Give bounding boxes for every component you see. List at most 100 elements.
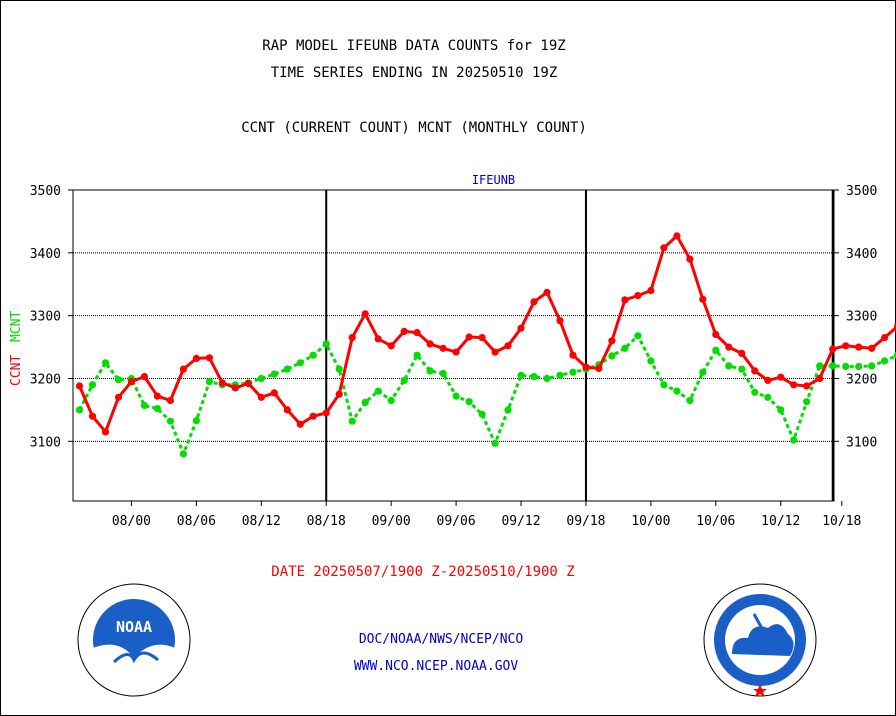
data-point-ccnt <box>348 334 356 342</box>
data-point-ccnt <box>231 384 239 392</box>
data-point-ccnt <box>686 255 694 263</box>
plot-area <box>72 189 835 502</box>
data-point-mcnt <box>296 359 304 367</box>
x-tick-label: 10/06 <box>696 514 735 529</box>
data-point-mcnt <box>868 362 876 370</box>
data-point-ccnt <box>400 327 408 335</box>
data-point-mcnt <box>114 376 123 384</box>
data-point-ccnt <box>426 340 434 348</box>
data-point-ccnt <box>257 393 265 401</box>
data-point-mcnt <box>725 362 733 370</box>
y-axis-label-mcnt: MCNT <box>9 311 24 342</box>
data-point-mcnt <box>192 417 200 425</box>
y-tick-label-right: 3100 <box>846 435 877 450</box>
data-point-ccnt <box>712 330 720 339</box>
agency-label: DOC/NOAA/NWS/NCEP/NCO <box>358 632 524 647</box>
data-point-mcnt <box>816 362 824 370</box>
data-point-mcnt <box>517 371 525 379</box>
data-point-mcnt <box>621 344 629 352</box>
date-range-label: DATE 20250507/1900 Z-20250510/1900 Z <box>271 564 575 580</box>
data-point-ccnt <box>790 381 798 389</box>
data-point-mcnt <box>803 398 811 406</box>
y-axis-label-ccnt: CCNT <box>9 355 24 386</box>
data-point-ccnt <box>465 333 473 341</box>
data-point-mcnt <box>153 405 161 413</box>
data-point-ccnt <box>361 310 369 318</box>
data-point-ccnt <box>322 409 330 417</box>
data-point-mcnt <box>88 381 97 389</box>
data-point-ccnt <box>153 392 161 400</box>
data-point-mcnt <box>361 398 369 406</box>
data-point-ccnt <box>140 373 148 381</box>
y-tick-label-left: 3300 <box>30 310 61 325</box>
data-point-mcnt <box>322 340 330 348</box>
data-point-ccnt <box>673 232 681 240</box>
data-point-mcnt <box>751 388 759 396</box>
data-point-ccnt <box>855 343 863 351</box>
data-point-mcnt <box>140 401 148 410</box>
data-point-mcnt <box>413 351 421 359</box>
data-point-mcnt <box>777 406 785 414</box>
chart-title-line2: TIME SERIES ENDING IN 20250510 19Z <box>270 65 558 81</box>
data-point-ccnt <box>582 363 590 371</box>
data-point-ccnt <box>699 295 707 303</box>
x-tick-label: 09/00 <box>372 514 411 529</box>
data-point-ccnt <box>569 351 577 359</box>
data-point-ccnt <box>374 335 382 343</box>
series-ccnt <box>75 232 896 436</box>
data-point-mcnt <box>309 351 317 359</box>
data-point-mcnt <box>608 352 616 360</box>
data-point-mcnt <box>543 374 551 383</box>
data-point-mcnt <box>283 365 291 373</box>
data-point-mcnt <box>738 365 746 373</box>
data-point-ccnt <box>88 412 97 420</box>
y-tick-label-right: 3500 <box>846 184 877 199</box>
chart-title-line1: RAP MODEL IFEUNB DATA COUNTS for 19Z <box>262 38 566 54</box>
data-point-mcnt <box>673 387 681 395</box>
website-link[interactable]: WWW.NCO.NCEP.NOAA.GOV <box>353 659 519 674</box>
data-point-mcnt <box>660 381 668 389</box>
x-tick-label: 09/18 <box>566 514 605 529</box>
data-point-mcnt <box>101 359 110 367</box>
chart-subtitle: CCNT (CURRENT COUNT) MCNT (MONTHLY COUNT… <box>241 120 587 136</box>
data-point-mcnt <box>504 406 512 414</box>
data-point-ccnt <box>543 288 551 296</box>
data-point-ccnt <box>517 324 525 332</box>
data-point-mcnt <box>855 362 863 371</box>
y-tick-label-left: 3400 <box>30 247 61 262</box>
x-tick-label: 09/06 <box>437 514 476 529</box>
data-point-mcnt <box>699 368 707 376</box>
y-tick-label-right: 3400 <box>846 247 877 262</box>
data-point-ccnt <box>608 337 616 345</box>
data-point-ccnt <box>530 298 538 306</box>
data-point-ccnt <box>595 364 603 372</box>
data-point-ccnt <box>647 286 655 295</box>
x-tick-label: 08/00 <box>112 514 151 529</box>
x-tick-label: 09/12 <box>501 514 540 529</box>
data-point-ccnt <box>166 396 174 405</box>
panel-label: IFEUNB <box>472 173 515 187</box>
data-point-ccnt <box>387 342 395 350</box>
data-point-ccnt <box>621 296 629 304</box>
data-point-mcnt <box>829 362 837 370</box>
data-point-mcnt <box>166 417 174 425</box>
data-point-mcnt <box>647 357 655 365</box>
data-point-ccnt <box>205 354 213 362</box>
data-point-mcnt <box>205 378 213 386</box>
data-point-ccnt <box>660 244 668 252</box>
data-point-ccnt <box>179 365 187 373</box>
data-point-mcnt <box>634 332 642 340</box>
x-tick-label: 10/18 <box>822 514 861 529</box>
x-tick-label: 10/12 <box>761 514 800 529</box>
data-point-ccnt <box>335 390 343 398</box>
data-point-ccnt <box>751 367 759 375</box>
data-point-mcnt <box>478 410 486 418</box>
y-tick-label-left: 3200 <box>30 372 61 387</box>
data-point-ccnt <box>283 406 291 414</box>
data-point-ccnt <box>556 317 564 325</box>
data-point-mcnt <box>530 373 538 381</box>
y-tick-label-left: 3500 <box>30 184 61 199</box>
data-point-ccnt <box>101 428 110 436</box>
data-point-ccnt <box>738 349 746 357</box>
